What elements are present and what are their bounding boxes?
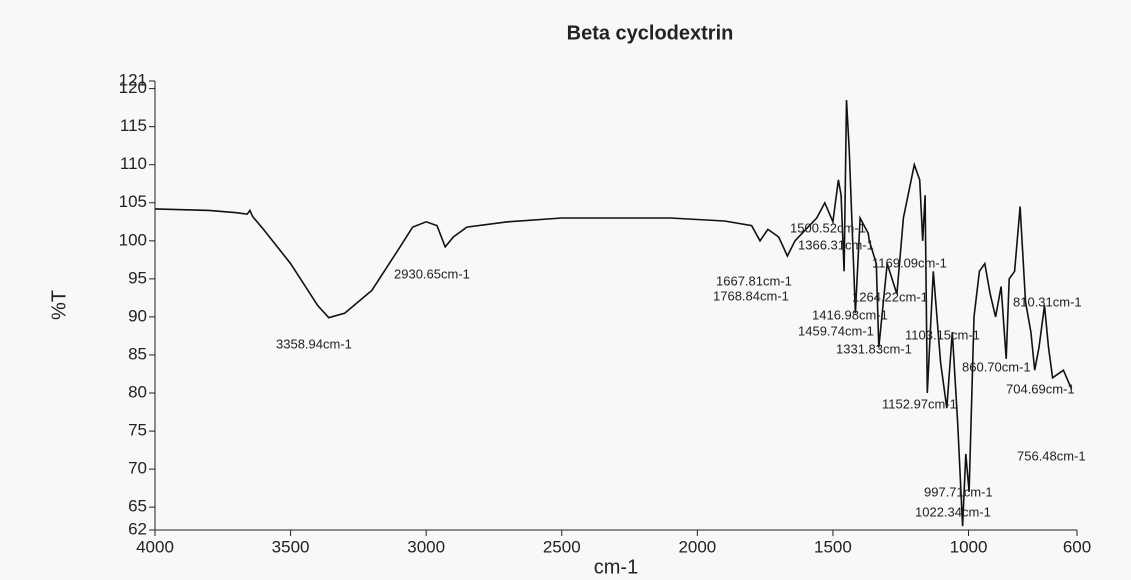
- peak-label: 3358.94cm-1: [276, 336, 352, 351]
- peak-label: 860.70cm-1: [962, 359, 1031, 374]
- y-axis-label: %T: [48, 290, 70, 320]
- x-tick-label: 600: [1063, 537, 1091, 556]
- y-tick-label: 85: [128, 344, 147, 363]
- y-tick-label: 65: [128, 497, 147, 516]
- x-axis-label: cm-1: [594, 556, 638, 578]
- peak-label: 1264.22cm-1: [852, 289, 928, 304]
- peak-label: 810.31cm-1: [1013, 294, 1082, 309]
- peak-label: 2930.65cm-1: [394, 266, 470, 281]
- peak-label: 1459.74cm-1: [798, 323, 874, 338]
- y-tick-label: 62: [128, 519, 147, 538]
- peak-label: 756.48cm-1: [1017, 448, 1086, 463]
- y-tick-label: 100: [119, 230, 147, 249]
- peak-label: 1169.09cm-1: [872, 255, 947, 270]
- peak-label: 1331.83cm-1: [836, 341, 912, 356]
- spectrum-line: [154, 99, 1073, 527]
- peak-label: 1152.97cm-1: [882, 396, 957, 411]
- x-tick-label: 3500: [272, 537, 310, 556]
- x-tick-label: 2500: [543, 537, 581, 556]
- y-tick-label: 120: [119, 78, 147, 97]
- y-tick-label: 105: [119, 192, 147, 211]
- y-tick-label: 95: [128, 268, 147, 287]
- y-tick-label: 110: [120, 154, 147, 173]
- peak-label: 997.71cm-1: [924, 484, 993, 499]
- x-tick-label: 4000: [136, 537, 174, 556]
- peak-label: 1022.34cm-1: [915, 504, 991, 519]
- y-tick-label: 80: [128, 383, 147, 402]
- y-tick-label: 75: [128, 421, 147, 440]
- peak-label: 1416.98cm-1: [812, 307, 888, 322]
- peak-label: 1103.15cm-1: [905, 327, 980, 342]
- x-tick-label: 3000: [407, 537, 445, 556]
- y-tick-label: 70: [128, 459, 147, 478]
- y-tick-label: 90: [128, 306, 147, 325]
- x-tick-label: 2000: [678, 537, 716, 556]
- x-tick-label: 1500: [814, 537, 852, 556]
- peak-label: 1667.81cm-1: [716, 273, 792, 288]
- x-tick-label: 1000: [950, 537, 988, 556]
- peak-label: 1500.52cm-1: [790, 220, 866, 235]
- chart-title: Beta cyclodextrin: [567, 22, 734, 44]
- y-tick-label: 115: [120, 116, 147, 135]
- peak-label: 1366.31cm-1: [798, 237, 874, 252]
- y-tick-label: 121: [119, 70, 147, 89]
- peak-label: 1768.84cm-1: [713, 288, 789, 303]
- peak-label: 704.69cm-1: [1006, 381, 1075, 396]
